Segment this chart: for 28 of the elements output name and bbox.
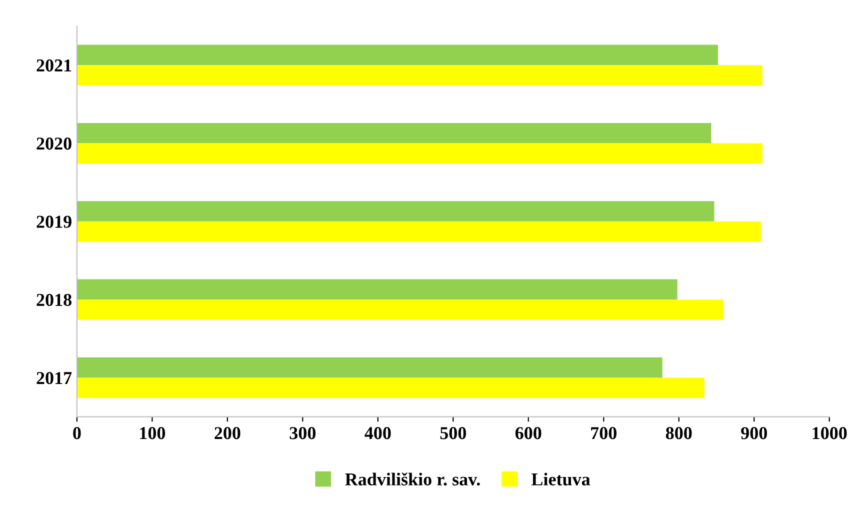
bar [76,44,718,66]
bar [76,378,704,398]
x-tick-label: 900 [741,427,767,440]
x-tick-label: 400 [364,427,391,440]
x-tick-label: 300 [290,427,316,440]
x-tick-label: 500 [440,427,466,440]
bar [76,357,662,378]
bar [76,143,762,164]
bar [76,65,762,86]
y-tick-label: 2019 [36,216,72,228]
bar [76,201,714,222]
x-tick-label: 600 [515,427,542,440]
x-tick-label: 100 [140,427,166,440]
bar [76,221,761,242]
x-tick-label: 1000 [812,427,847,440]
y-tick-label: 2018 [36,294,72,306]
bar [76,300,724,320]
x-tick-label: 0 [73,427,81,440]
bar [76,122,712,144]
y-tick-label: 2017 [36,372,72,384]
x-tick-label: 200 [214,427,240,440]
y-tick-label: 2021 [36,59,72,72]
x-tick-label: 800 [666,427,692,440]
bar [76,279,678,300]
legend-label: Radviliškio r. sav. [345,472,480,486]
y-tick-label: 2020 [36,138,72,150]
legend-label: Lietuva [531,472,590,486]
x-tick-label: 700 [591,427,616,440]
